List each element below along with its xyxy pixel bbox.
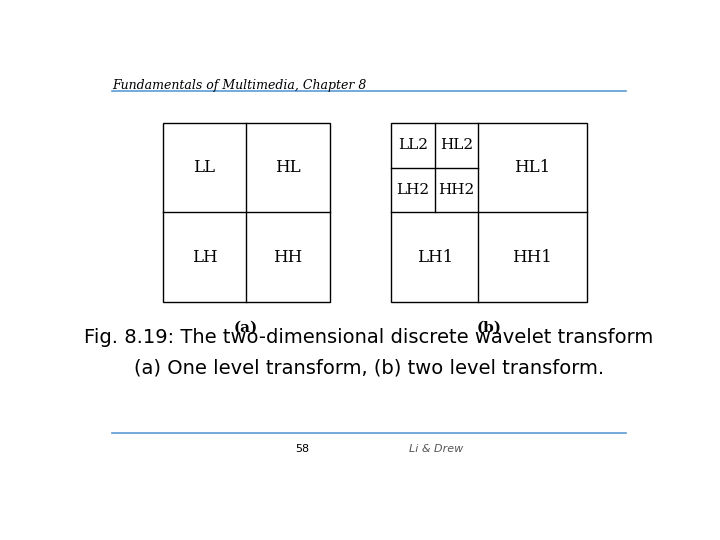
Text: HH2: HH2 [438, 183, 474, 197]
Text: (a): (a) [234, 321, 258, 334]
Text: (a) One level transform, (b) two level transform.: (a) One level transform, (b) two level t… [134, 359, 604, 378]
Text: HH1: HH1 [513, 248, 552, 266]
Text: 58: 58 [295, 444, 309, 455]
Text: HL: HL [275, 159, 301, 176]
Text: LH1: LH1 [417, 248, 453, 266]
Text: HH: HH [274, 248, 302, 266]
Text: LH2: LH2 [397, 183, 430, 197]
Text: Fundamentals of Multimedia, Chapter 8: Fundamentals of Multimedia, Chapter 8 [112, 79, 366, 92]
Text: HL1: HL1 [514, 159, 551, 176]
Text: Li & Drew: Li & Drew [409, 444, 463, 455]
Text: LH: LH [192, 248, 217, 266]
Text: LL2: LL2 [398, 138, 428, 152]
Text: (b): (b) [477, 321, 501, 334]
Text: LL: LL [194, 159, 215, 176]
Text: HL2: HL2 [440, 138, 473, 152]
Bar [392, 123, 587, 302]
Bar [163, 123, 330, 302]
Text: Fig. 8.19: The two-dimensional discrete wavelet transform: Fig. 8.19: The two-dimensional discrete … [84, 328, 654, 347]
